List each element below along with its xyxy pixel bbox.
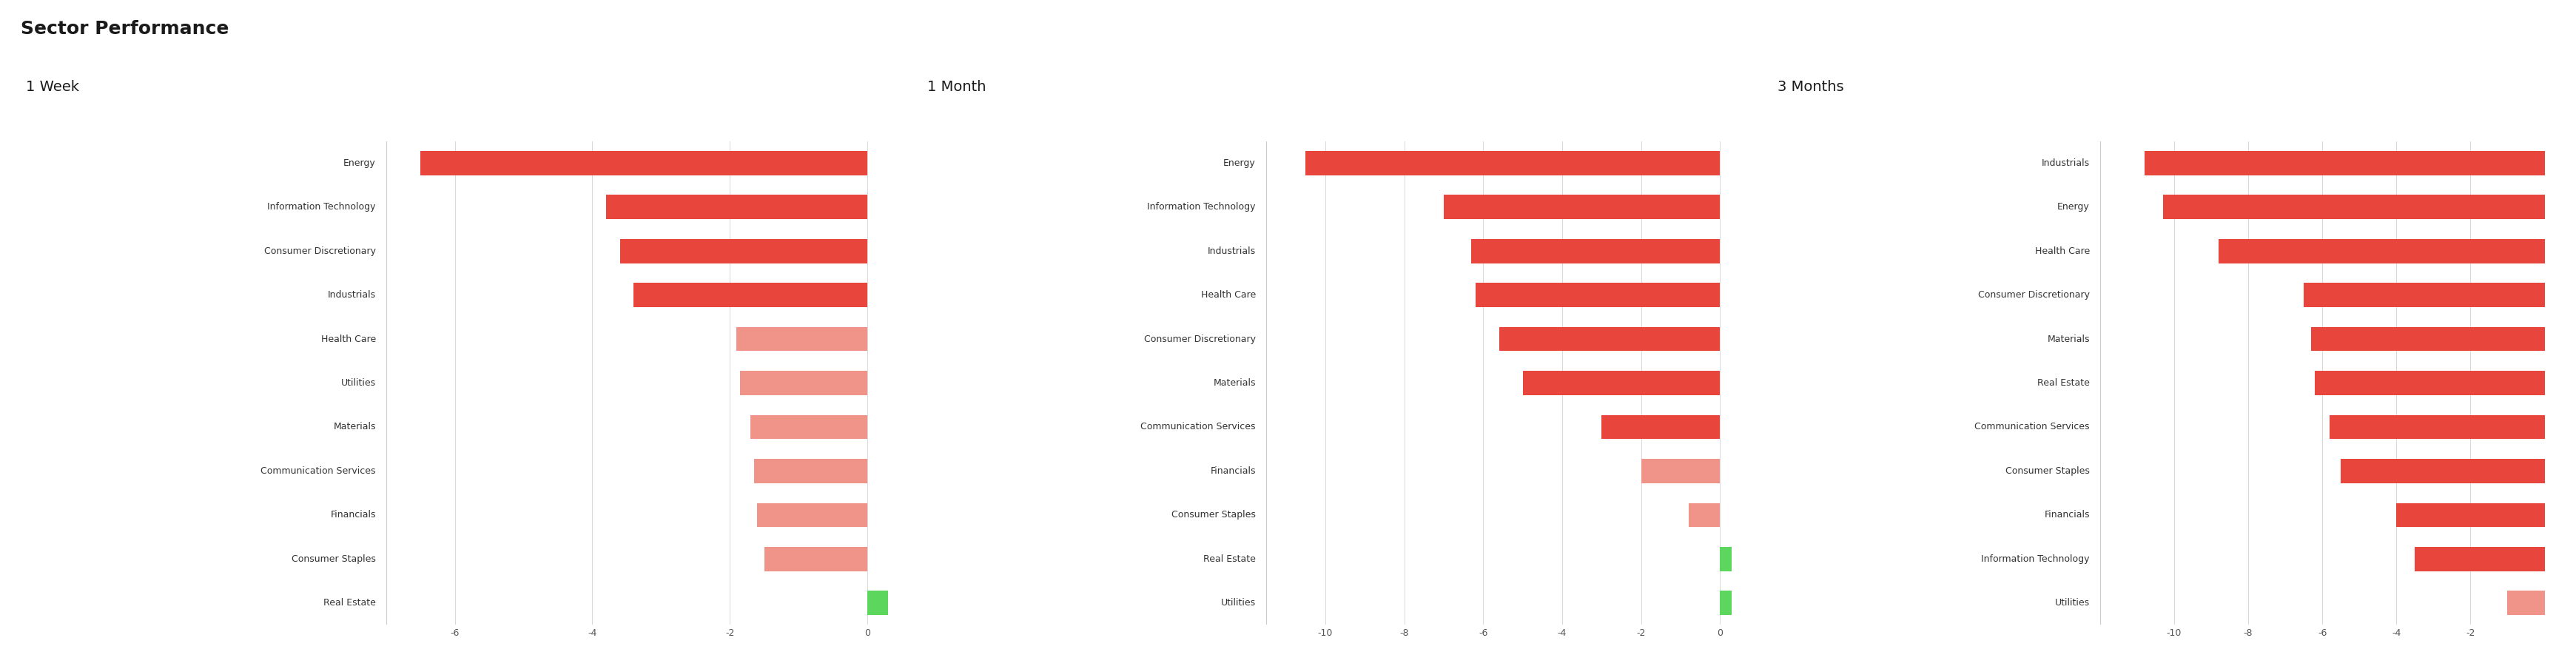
Bar xyxy=(2414,547,2545,571)
Bar xyxy=(750,415,868,439)
Text: Consumer Staples: Consumer Staples xyxy=(291,554,376,564)
Text: Energy: Energy xyxy=(343,159,376,168)
Text: Information Technology: Information Technology xyxy=(1146,202,1257,212)
Text: Industrials: Industrials xyxy=(2040,159,2089,168)
Text: Financials: Financials xyxy=(1211,466,1257,476)
Bar xyxy=(1641,459,1721,483)
Text: Communication Services: Communication Services xyxy=(260,466,376,476)
Bar xyxy=(1602,415,1721,439)
Bar xyxy=(634,283,868,307)
Text: Energy: Energy xyxy=(2058,202,2089,212)
Bar xyxy=(621,239,868,263)
Text: Real Estate: Real Estate xyxy=(1203,554,1257,564)
Bar xyxy=(1687,503,1721,527)
Text: 1 Month: 1 Month xyxy=(927,80,987,94)
Bar xyxy=(2329,415,2545,439)
Bar xyxy=(765,547,868,571)
Bar xyxy=(2164,195,2545,219)
Bar xyxy=(420,151,868,175)
Bar xyxy=(1499,327,1721,351)
Text: 1 Week: 1 Week xyxy=(26,80,80,94)
Text: Energy: Energy xyxy=(1224,159,1257,168)
Text: Utilities: Utilities xyxy=(2056,598,2089,607)
Bar xyxy=(757,503,868,527)
Text: Information Technology: Information Technology xyxy=(1981,554,2089,564)
Bar xyxy=(2396,503,2545,527)
Bar xyxy=(2342,459,2545,483)
Bar xyxy=(605,195,868,219)
Text: Consumer Discretionary: Consumer Discretionary xyxy=(1144,334,1257,344)
Text: Information Technology: Information Technology xyxy=(268,202,376,212)
Bar xyxy=(1721,591,1731,615)
Bar xyxy=(2303,283,2545,307)
Bar xyxy=(1306,151,1721,175)
Text: Communication Services: Communication Services xyxy=(1976,422,2089,432)
Text: Consumer Staples: Consumer Staples xyxy=(1172,510,1257,520)
Bar xyxy=(2316,371,2545,395)
Bar xyxy=(1443,195,1721,219)
Text: Consumer Staples: Consumer Staples xyxy=(2004,466,2089,476)
Text: Health Care: Health Care xyxy=(1200,290,1257,300)
Bar xyxy=(739,371,868,395)
Text: Industrials: Industrials xyxy=(327,290,376,300)
Text: Financials: Financials xyxy=(2045,510,2089,520)
Bar xyxy=(2218,239,2545,263)
Text: Communication Services: Communication Services xyxy=(1141,422,1257,432)
Text: Materials: Materials xyxy=(332,422,376,432)
Bar xyxy=(2143,151,2545,175)
Text: Sector Performance: Sector Performance xyxy=(21,20,229,38)
Text: Industrials: Industrials xyxy=(1208,246,1257,256)
Text: Real Estate: Real Estate xyxy=(2038,378,2089,388)
Bar xyxy=(755,459,868,483)
Text: Health Care: Health Care xyxy=(322,334,376,344)
Bar xyxy=(737,327,868,351)
Text: Materials: Materials xyxy=(2048,334,2089,344)
Text: Consumer Discretionary: Consumer Discretionary xyxy=(265,246,376,256)
Bar xyxy=(1522,371,1721,395)
Text: Real Estate: Real Estate xyxy=(325,598,376,607)
Text: Utilities: Utilities xyxy=(340,378,376,388)
Text: Consumer Discretionary: Consumer Discretionary xyxy=(1978,290,2089,300)
Bar xyxy=(2311,327,2545,351)
Text: Financials: Financials xyxy=(330,510,376,520)
Bar xyxy=(1471,239,1721,263)
Text: Materials: Materials xyxy=(1213,378,1257,388)
Text: Health Care: Health Care xyxy=(2035,246,2089,256)
Bar xyxy=(2506,591,2545,615)
Bar xyxy=(1476,283,1721,307)
Text: 3 Months: 3 Months xyxy=(1777,80,1844,94)
Bar xyxy=(1721,547,1731,571)
Text: Utilities: Utilities xyxy=(1221,598,1257,607)
Bar xyxy=(868,591,889,615)
